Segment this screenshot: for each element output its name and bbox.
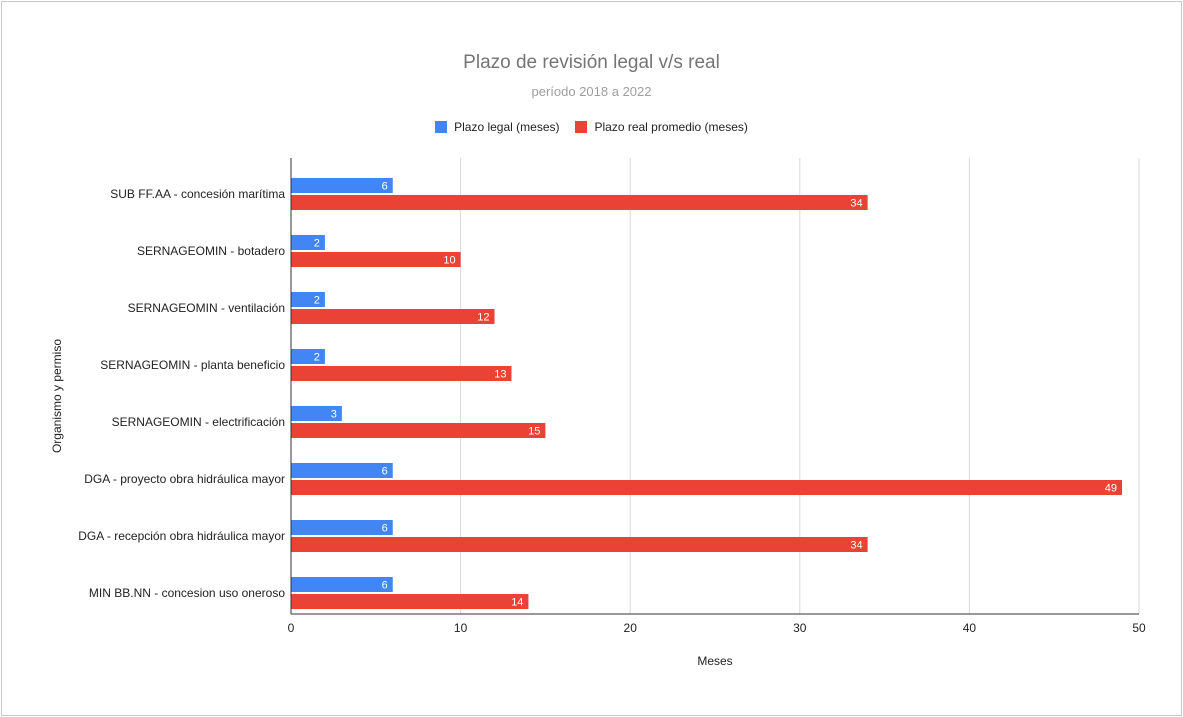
data-label-real: 14 [511,597,523,609]
bar-real [291,309,495,324]
bar-legal [291,577,393,592]
bar-real [291,594,529,609]
x-tick-label: 50 [1132,621,1146,635]
data-label-legal: 6 [382,181,388,193]
category-label: MIN BB.NN - concesion uso oneroso [89,586,285,600]
legend-swatch-legal [435,121,448,133]
data-label-legal: 2 [314,295,320,307]
bar-real [291,480,1123,495]
bar-real [291,366,512,381]
bar-legal [291,292,325,307]
x-tick-label: 30 [793,621,807,635]
legend-label-real: Plazo real promedio (meses) [594,120,748,134]
chart-legend: Plazo legal (meses) Plazo real promedio … [0,120,1183,134]
data-label-legal: 6 [382,580,388,592]
bar-real [291,195,868,210]
data-label-legal: 6 [382,466,388,478]
legend-item-real: Plazo real promedio (meses) [575,120,748,134]
x-tick-label: 0 [288,621,295,635]
legend-swatch-real [575,121,588,133]
category-label: SERNAGEOMIN - electrificación [112,415,285,429]
bar-real [291,423,546,438]
chart-subtitle: período 2018 a 2022 [531,84,652,99]
chart-title: Plazo de revisión legal v/s real [463,52,720,73]
bar-legal [291,406,342,421]
data-label-legal: 3 [331,409,337,421]
category-label: SUB FF.AA - concesión marítima [110,187,285,201]
legend-item-legal: Plazo legal (meses) [435,120,559,134]
y-axis-title: Organismo y permiso [50,338,64,454]
data-label-legal: 6 [382,523,388,535]
data-label-real: 10 [443,255,455,267]
bar-legal [291,463,393,478]
data-label-real: 12 [477,312,489,324]
x-tick-label: 40 [963,621,977,635]
bar-legal [291,349,325,364]
data-label-real: 49 [1105,483,1117,495]
x-tick-label: 10 [454,621,468,635]
data-label-real: 13 [494,369,506,381]
bar-legal [291,235,325,250]
data-label-real: 34 [850,198,862,210]
legend-label-legal: Plazo legal (meses) [454,120,560,134]
bar-real [291,537,868,552]
bar-legal [291,520,393,535]
data-label-legal: 2 [314,238,320,250]
category-label: DGA - recepción obra hidráulica mayor [78,529,285,543]
bar-real [291,252,461,267]
category-label: DGA - proyecto obra hidráulica mayor [84,472,285,486]
x-axis-title: Meses [697,654,733,668]
data-label-real: 15 [528,426,540,438]
data-label-legal: 2 [314,352,320,364]
data-label-real: 34 [850,540,862,552]
category-label: SERNAGEOMIN - ventilación [128,301,285,315]
x-tick-label: 20 [624,621,638,635]
category-label: SERNAGEOMIN - botadero [137,244,285,258]
category-label: SERNAGEOMIN - planta beneficio [100,358,285,372]
bar-legal [291,178,393,193]
